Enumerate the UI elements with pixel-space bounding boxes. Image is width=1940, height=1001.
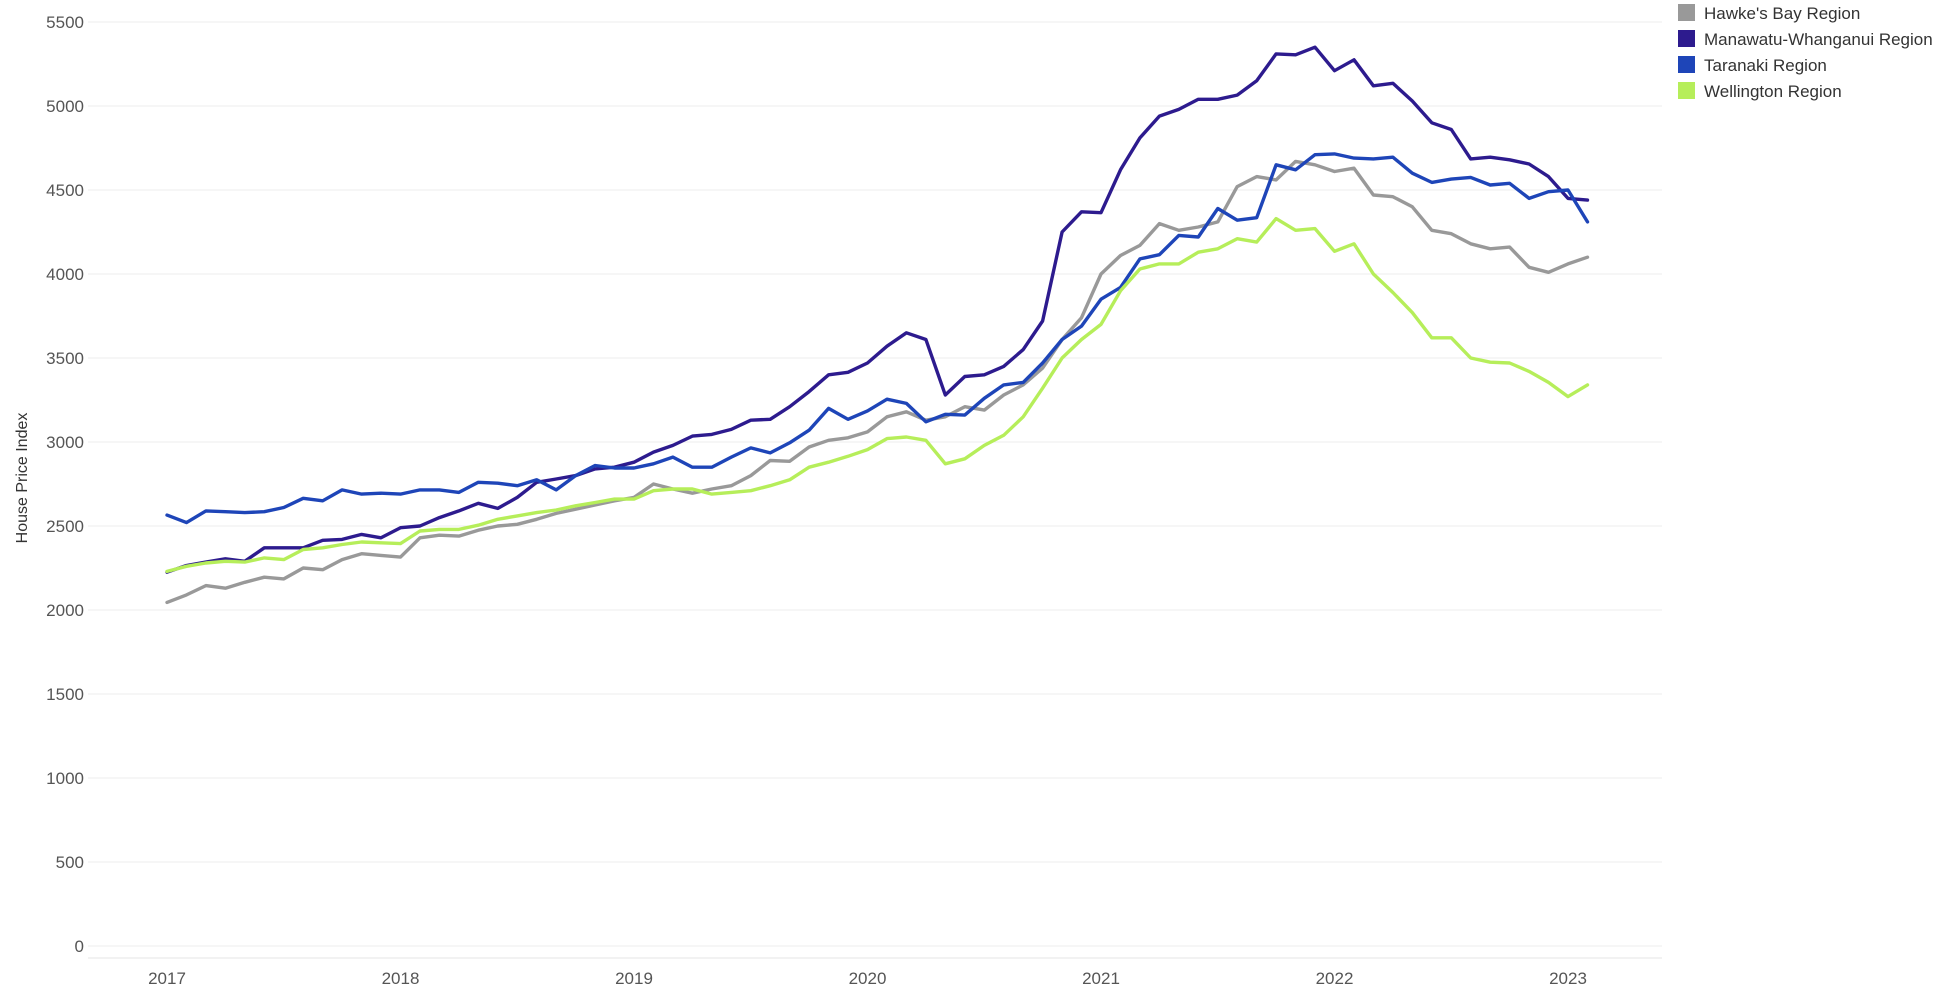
series-line-hawke-s-bay-region xyxy=(165,159,1590,605)
x-tick-label-2017: 2017 xyxy=(148,969,186,988)
y-tick-label-5500: 5500 xyxy=(46,13,84,32)
y-tick-label-3500: 3500 xyxy=(46,349,84,368)
legend-swatch-wellington-region xyxy=(1678,82,1695,99)
series-line-taranaki-region xyxy=(165,152,1590,525)
y-tick-label-2500: 2500 xyxy=(46,517,84,536)
y-tick-label-1500: 1500 xyxy=(46,685,84,704)
x-tick-label-2021: 2021 xyxy=(1082,969,1120,988)
y-tick-label-3000: 3000 xyxy=(46,433,84,452)
y-tick-label-4500: 4500 xyxy=(46,181,84,200)
legend-label-manawatu-whanganui-region: Manawatu-Whanganui Region xyxy=(1704,30,1933,49)
x-tick-label-2023: 2023 xyxy=(1549,969,1587,988)
grid-lines xyxy=(88,21,1662,947)
series-lines xyxy=(165,45,1590,605)
y-tick-label-5000: 5000 xyxy=(46,97,84,116)
legend-swatch-taranaki-region xyxy=(1678,56,1695,73)
y-tick-label-0: 0 xyxy=(75,937,84,956)
x-tick-label-2022: 2022 xyxy=(1316,969,1354,988)
series-line-manawatu-whanganui-region xyxy=(165,45,1590,574)
legend-label-taranaki-region: Taranaki Region xyxy=(1704,56,1827,75)
legend-label-hawke-s-bay-region: Hawke's Bay Region xyxy=(1704,4,1860,23)
legend-swatch-hawke-s-bay-region xyxy=(1678,4,1695,21)
x-tick-label-2018: 2018 xyxy=(382,969,420,988)
legend-swatch-manawatu-whanganui-region xyxy=(1678,30,1695,47)
x-tick-label-2019: 2019 xyxy=(615,969,653,988)
y-tick-label-1000: 1000 xyxy=(46,769,84,788)
y-tick-label-4000: 4000 xyxy=(46,265,84,284)
y-axis-title: House Price Index xyxy=(14,413,31,544)
x-tick-label-2020: 2020 xyxy=(849,969,887,988)
y-tick-label-2000: 2000 xyxy=(46,601,84,620)
legend: Hawke's Bay Region Manawatu-Whanganui Reg… xyxy=(1678,4,1933,101)
series-line-wellington-region xyxy=(165,216,1590,574)
y-tick-label-500: 500 xyxy=(56,853,84,872)
axes: 0 500 1000 1500 2000 2500 3000 3500 4000 4500 5000… xyxy=(46,13,1662,988)
legend-label-wellington-region: Wellington Region xyxy=(1704,82,1842,101)
